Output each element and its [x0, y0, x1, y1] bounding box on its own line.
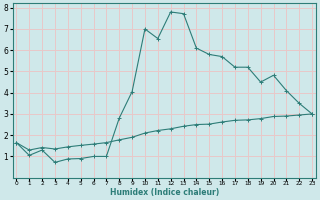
- X-axis label: Humidex (Indice chaleur): Humidex (Indice chaleur): [109, 188, 219, 197]
